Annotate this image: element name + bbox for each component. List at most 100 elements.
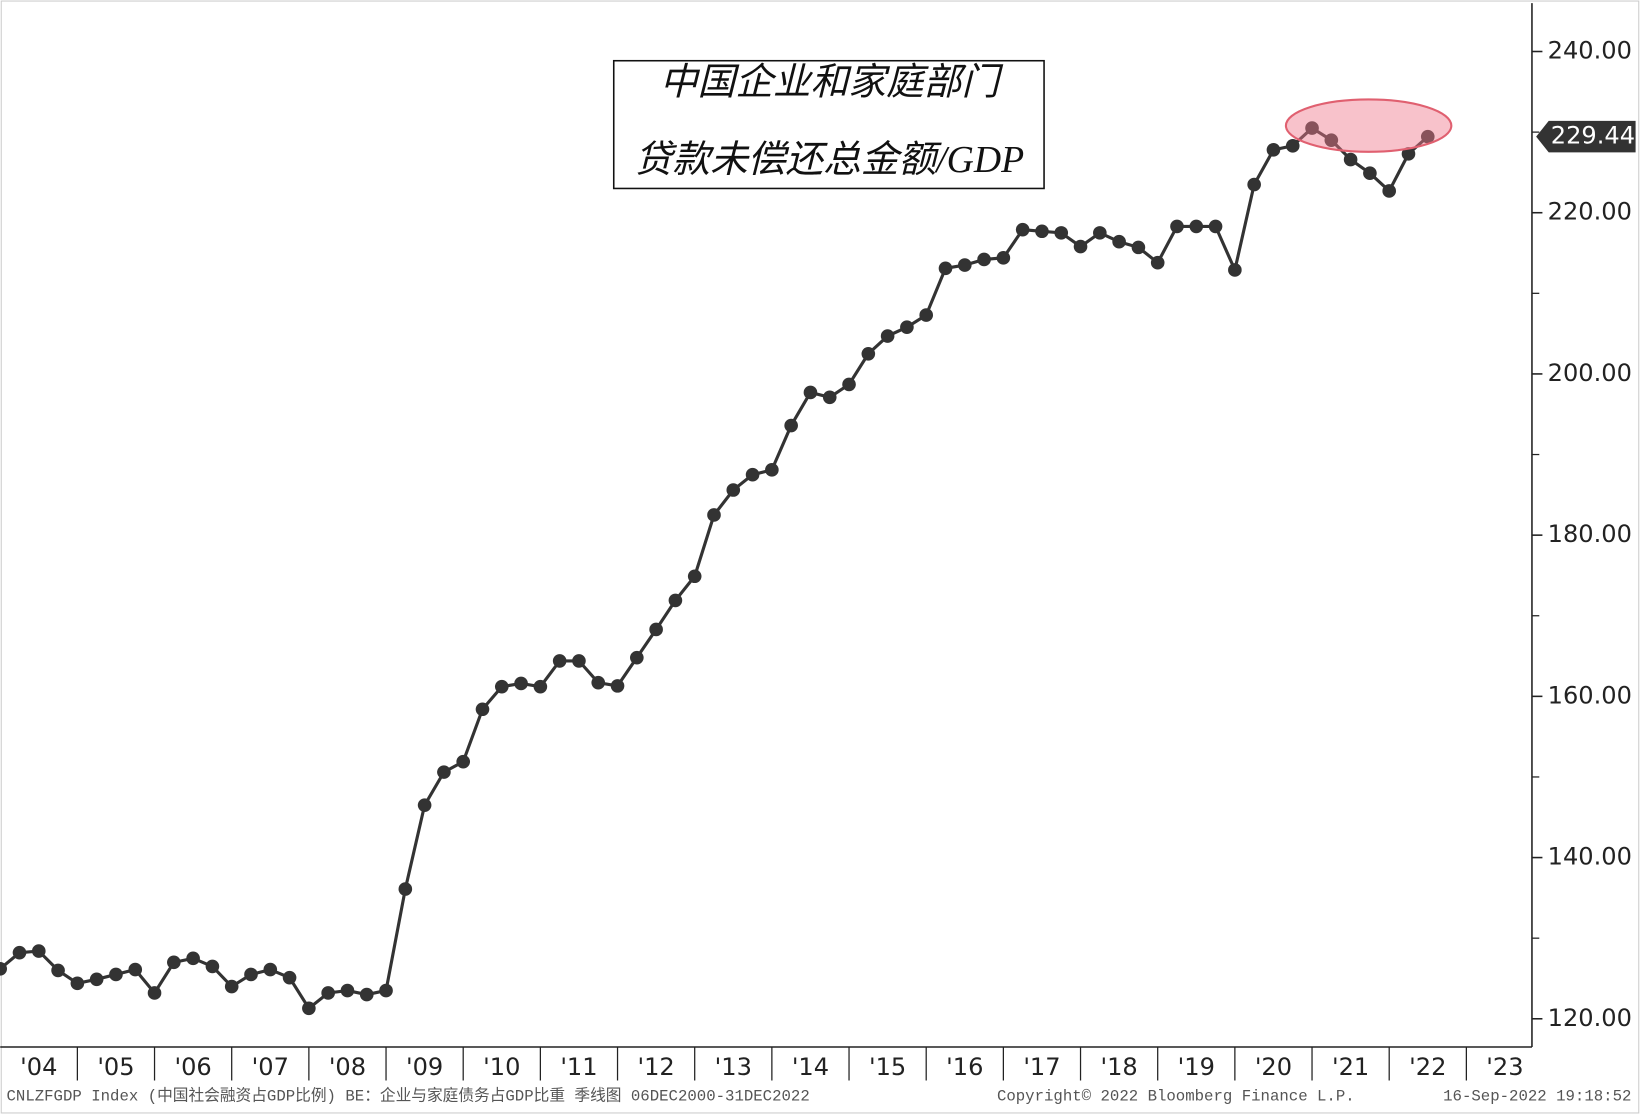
title-box <box>612 59 1045 190</box>
x-tick-label: '10 <box>483 1053 520 1081</box>
x-tick-label: '23 <box>1486 1053 1523 1081</box>
data-point <box>591 675 606 690</box>
data-point <box>842 377 856 392</box>
x-tick-label: '12 <box>637 1053 674 1081</box>
data-point <box>147 986 162 1000</box>
footer-date: 16-Sep-2022 19:18:52 <box>1443 1087 1631 1105</box>
data-point <box>919 308 934 322</box>
chart-subtitle: 贷款未偿还总金额/GDP <box>635 139 1024 181</box>
x-tick-label: '19 <box>1178 1053 1215 1081</box>
data-point <box>31 944 46 958</box>
data-point <box>359 987 374 1002</box>
data-point <box>1189 219 1204 234</box>
data-point <box>128 962 143 977</box>
data-point <box>977 252 991 267</box>
data-point <box>1035 224 1049 239</box>
y-tick-label: 140.00 <box>1548 843 1632 871</box>
x-tick-label: '13 <box>715 1053 752 1081</box>
data-point <box>1247 177 1261 192</box>
data-point <box>1363 166 1377 181</box>
data-point <box>803 385 818 400</box>
data-point <box>109 967 123 982</box>
data-point <box>822 390 837 405</box>
last-value-tag <box>1536 120 1636 153</box>
data-point <box>1228 263 1242 277</box>
data-point <box>1343 152 1358 167</box>
data-point <box>1150 255 1165 270</box>
data-point <box>70 976 85 991</box>
footer-source: CNLZFGDP Index (中国社会融资占GDP比例) BE：企业与家庭债务… <box>6 1086 809 1105</box>
data-point <box>938 261 953 276</box>
data-point <box>533 679 548 694</box>
data-point <box>1073 239 1088 254</box>
data-point <box>514 676 528 691</box>
data-point <box>1305 121 1319 135</box>
x-tick-label: '08 <box>329 1053 366 1081</box>
data-point <box>263 962 278 977</box>
x-tick-label: '06 <box>174 1053 211 1081</box>
data-point <box>417 798 432 812</box>
x-tick-label: '20 <box>1255 1053 1292 1081</box>
data-point <box>0 962 8 976</box>
data-point <box>51 963 65 978</box>
data-point <box>630 650 644 665</box>
data-point <box>398 882 413 896</box>
data-point <box>687 569 702 584</box>
data-point <box>205 959 220 974</box>
y-tick-label: 200.00 <box>1548 359 1632 387</box>
data-point <box>745 467 760 482</box>
x-tick-label: '04 <box>20 1053 57 1081</box>
x-tick-label: '15 <box>869 1053 906 1081</box>
data-point <box>1093 226 1107 240</box>
data-point <box>475 702 490 717</box>
highlight-ellipse <box>1284 98 1453 153</box>
x-tick-label: '21 <box>1332 1053 1369 1081</box>
data-point <box>784 418 798 433</box>
data-point <box>321 986 335 1000</box>
data-point <box>861 346 876 361</box>
data-point <box>282 970 297 985</box>
data-point <box>1054 226 1069 240</box>
data-point <box>649 622 663 637</box>
data-point <box>668 593 683 608</box>
data-point <box>1420 129 1435 144</box>
x-tick-label: '07 <box>252 1053 289 1081</box>
last-value-label: 229.44 <box>1551 122 1635 150</box>
x-tick-label: '18 <box>1100 1053 1137 1081</box>
data-point <box>1401 147 1416 161</box>
data-point <box>996 251 1011 265</box>
data-point <box>726 483 741 497</box>
data-point <box>379 983 393 998</box>
data-point <box>552 654 567 668</box>
data-point <box>1208 219 1223 234</box>
data-point <box>244 967 258 982</box>
chart-title: 中国企业和家庭部门 <box>660 62 1004 104</box>
y-tick-label: 180.00 <box>1548 520 1632 548</box>
data-point <box>1170 219 1184 234</box>
data-point <box>224 979 239 994</box>
y-tick-label: 120.00 <box>1548 1004 1632 1032</box>
x-tick-label: '17 <box>1023 1053 1060 1081</box>
data-point <box>302 1001 316 1016</box>
data-point <box>89 972 104 987</box>
data-point <box>1131 240 1146 255</box>
data-point <box>494 679 509 694</box>
data-point <box>880 329 895 343</box>
data-point <box>957 258 972 272</box>
data-point <box>1324 133 1339 147</box>
data-point <box>1266 143 1281 157</box>
data-point <box>437 765 451 779</box>
x-tick-label: '09 <box>406 1053 443 1081</box>
data-point <box>572 654 586 668</box>
data-point <box>765 463 779 477</box>
data-point <box>167 955 181 970</box>
data-point <box>1285 139 1300 153</box>
x-tick-label: '22 <box>1409 1053 1446 1081</box>
data-point <box>186 951 200 966</box>
data-point <box>610 679 625 693</box>
y-tick-label: 220.00 <box>1548 198 1632 226</box>
data-point <box>1382 184 1397 198</box>
x-tick-label: '11 <box>560 1053 597 1081</box>
